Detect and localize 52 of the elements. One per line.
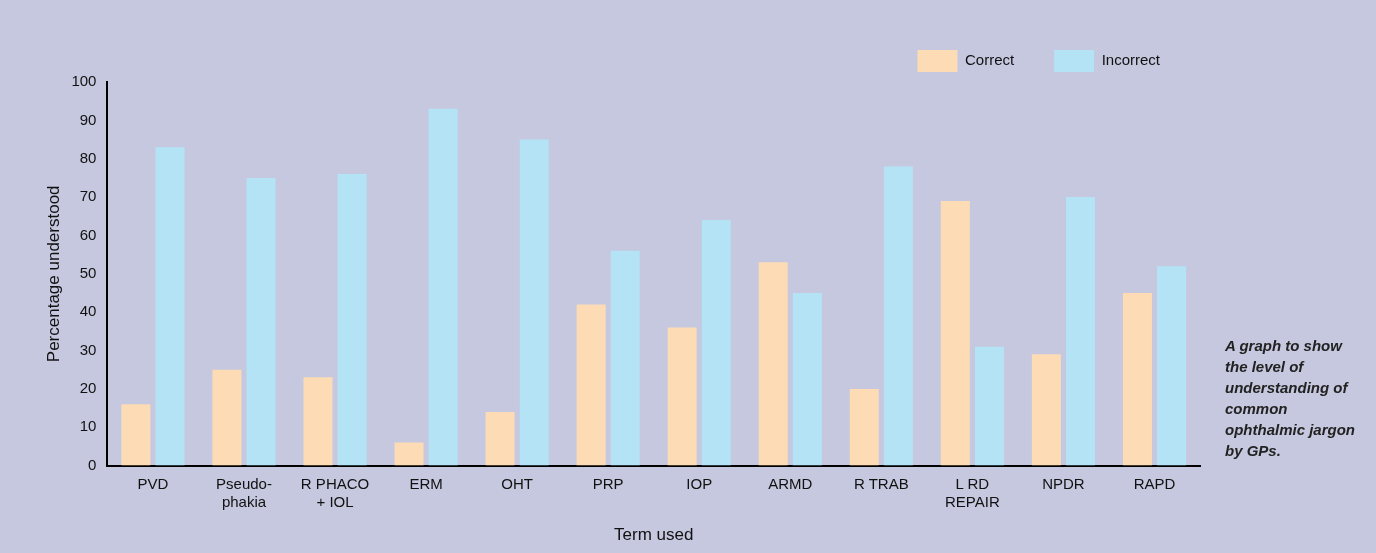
bar xyxy=(849,388,879,466)
bar xyxy=(883,166,913,466)
x-tick-label: IOP xyxy=(686,474,713,492)
y-tick-label: 20 xyxy=(79,379,97,397)
x-tick-label: RAPD xyxy=(1133,474,1176,492)
bar xyxy=(1031,354,1061,466)
bar xyxy=(428,108,458,466)
bar xyxy=(1065,197,1096,466)
x-tick-label: NPDR xyxy=(1042,474,1085,492)
bar xyxy=(155,147,185,466)
bar xyxy=(940,200,970,466)
y-tick-label: 60 xyxy=(79,225,97,243)
bar xyxy=(974,346,1004,466)
y-tick-label: 100 xyxy=(71,72,97,90)
bar xyxy=(576,304,606,466)
legend-label: Correct xyxy=(964,51,1015,69)
bar xyxy=(610,250,640,466)
bar xyxy=(485,411,515,466)
x-tick-label: ERM xyxy=(409,474,443,492)
x-tick-label: PRP xyxy=(592,474,624,492)
y-axis-title: Percentage understood xyxy=(43,185,63,363)
bar xyxy=(394,442,424,466)
bar xyxy=(337,174,367,466)
bar xyxy=(519,139,549,466)
bar xyxy=(1122,292,1152,466)
x-tick-label: ARMD xyxy=(768,474,813,492)
bar xyxy=(1157,266,1187,466)
bar xyxy=(212,369,242,466)
x-tick-label: Pseudo- phakia xyxy=(216,474,272,510)
x-tick-label: L RD REPAIR xyxy=(945,474,1000,510)
legend-label: Incorrect xyxy=(1101,51,1161,69)
bar xyxy=(792,292,822,466)
y-tick-label: 30 xyxy=(79,340,97,358)
y-tick-label: 10 xyxy=(79,417,97,435)
bar xyxy=(701,220,731,466)
bar xyxy=(667,327,697,466)
bar xyxy=(303,377,333,466)
y-tick-label: 80 xyxy=(79,148,97,166)
x-tick-label: PVD xyxy=(137,474,169,492)
y-tick-label: 0 xyxy=(88,455,97,473)
text: A graph to show the level of understanding of common ophthalmic jargon by GPs. xyxy=(1225,336,1356,461)
bar xyxy=(121,404,151,466)
x-tick-label: R PHACO + IOL xyxy=(300,474,370,510)
y-tick-label: 50 xyxy=(79,263,97,281)
x-tick-label: OHT xyxy=(501,474,533,492)
y-tick-label: 70 xyxy=(79,187,97,205)
x-tick-label: R TRAB xyxy=(853,474,909,492)
x-axis-title: Term used xyxy=(614,525,694,545)
y-tick-label: 40 xyxy=(79,302,97,320)
y-tick-label: 90 xyxy=(79,110,97,128)
bar xyxy=(758,262,788,466)
bar xyxy=(246,177,276,466)
